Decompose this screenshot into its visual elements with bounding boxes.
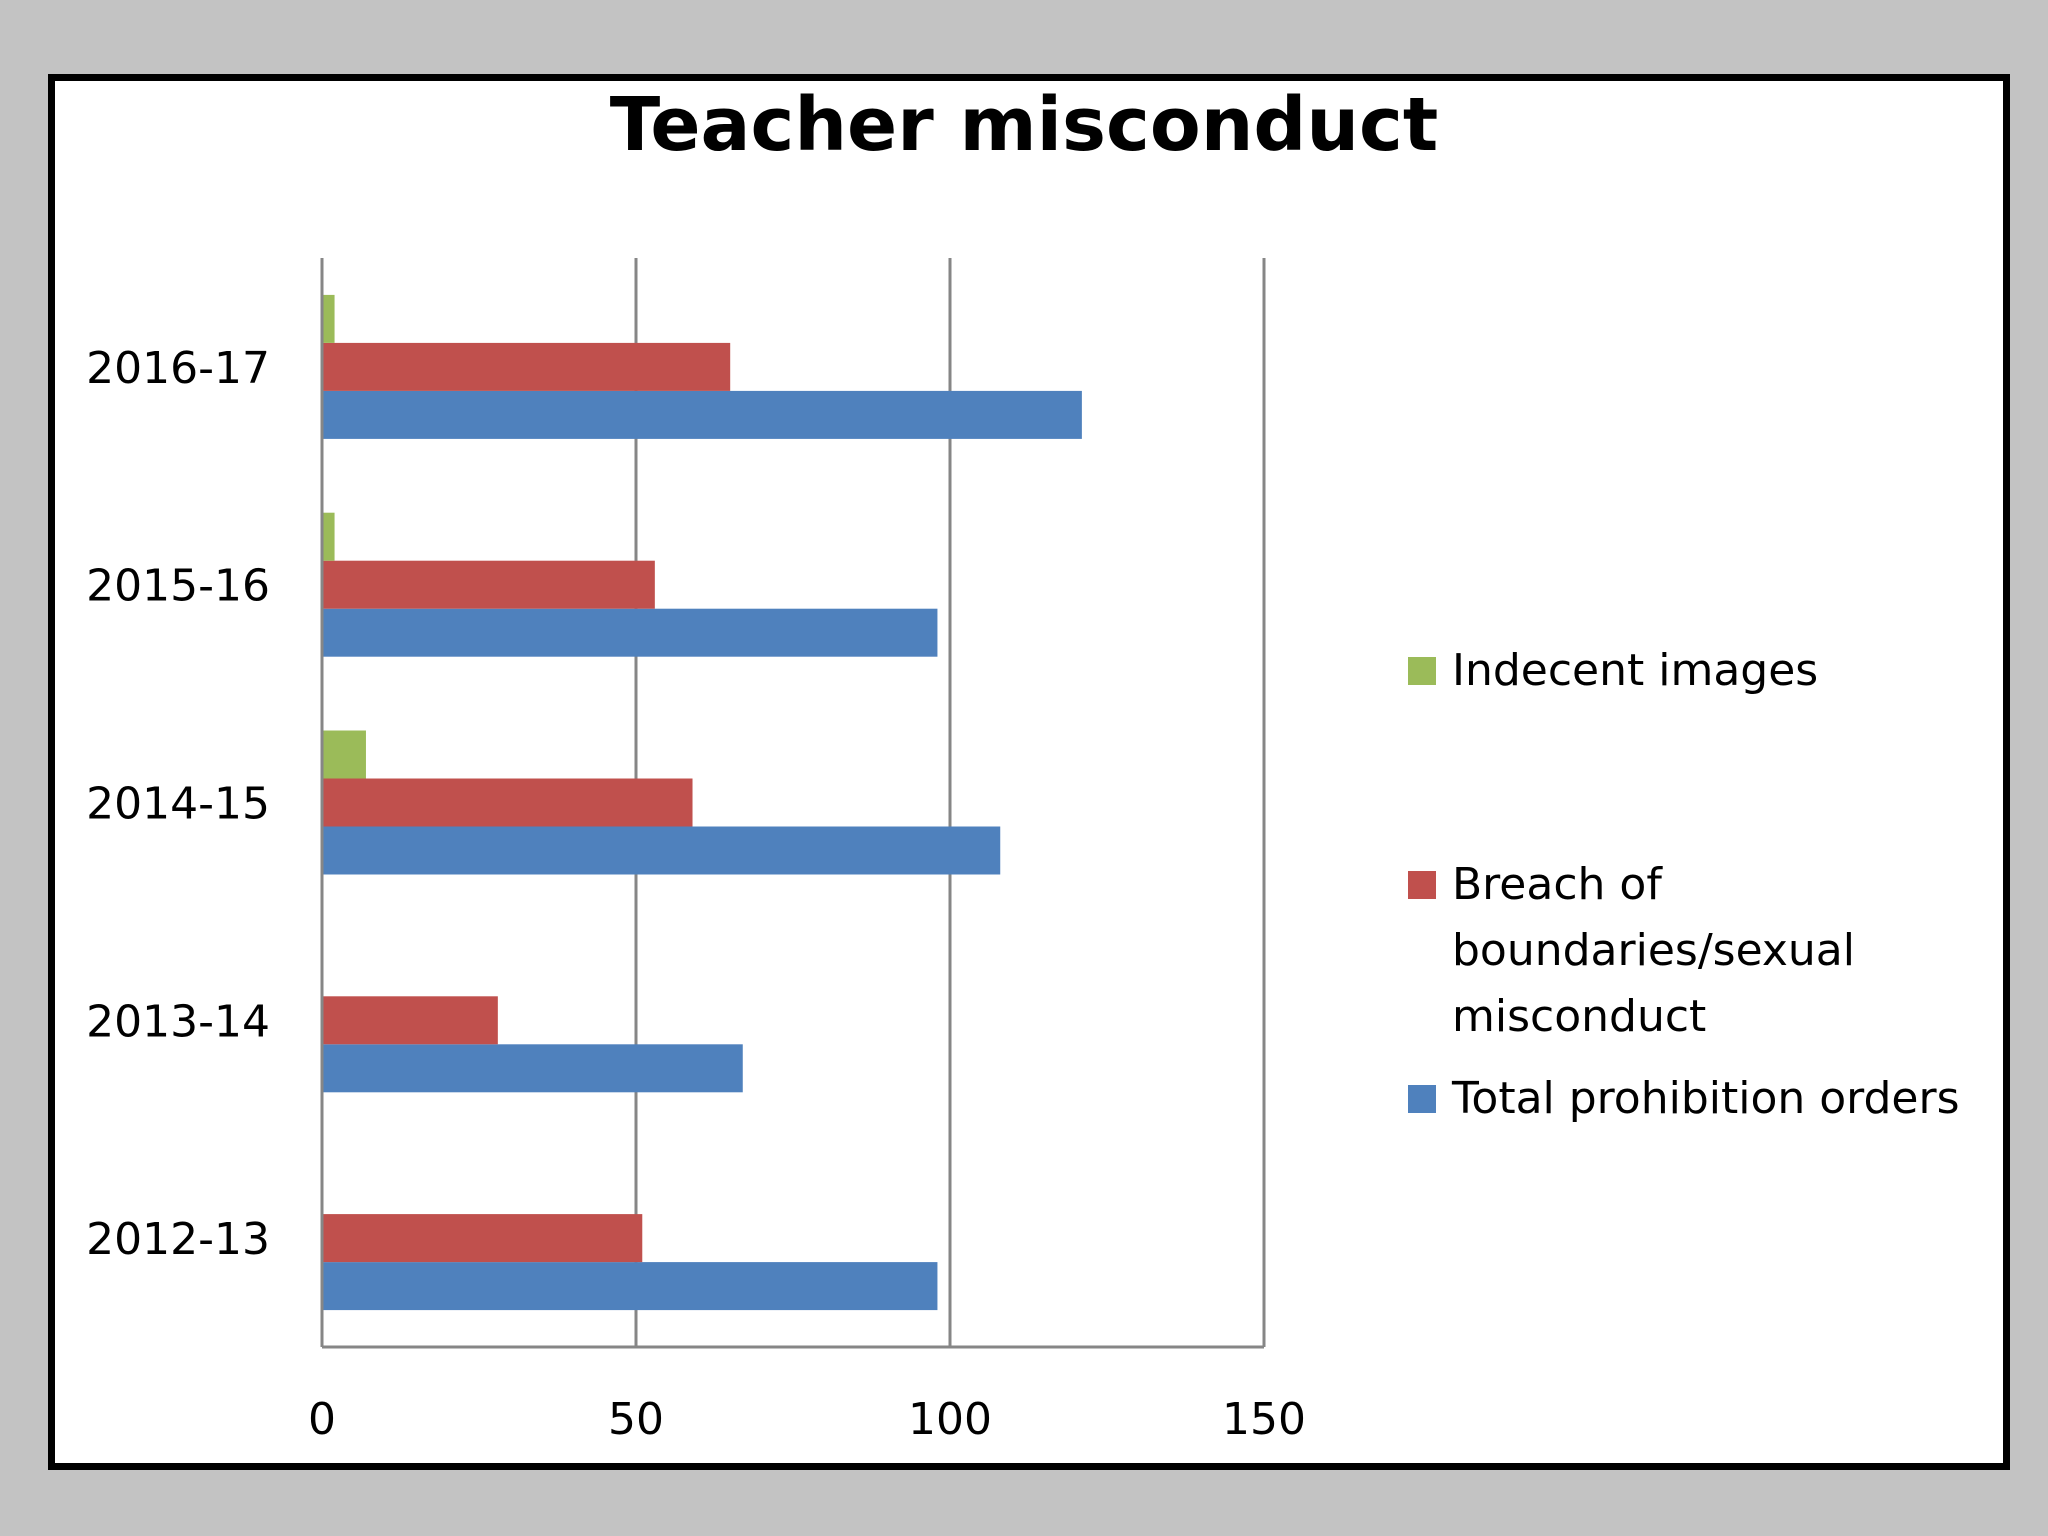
y-tick-label: 2014-15	[86, 779, 270, 830]
bars	[322, 294, 1082, 1311]
legend-label: boundaries/sexual	[1452, 925, 1855, 976]
legend-swatch	[1408, 1085, 1436, 1113]
x-tick-label: 0	[308, 1394, 336, 1445]
y-tick-label: 2012-13	[86, 1214, 270, 1265]
legend-label: misconduct	[1452, 991, 1707, 1042]
bar-2014-15-series-2	[322, 730, 366, 779]
bar-2014-15-series-1	[322, 778, 693, 827]
bar-2013-14-series-0	[322, 1044, 743, 1093]
bar-2013-14-series-1	[322, 996, 498, 1045]
legend-label: Breach of	[1452, 859, 1662, 910]
axes	[320, 258, 1264, 1349]
x-tick-label: 100	[908, 1394, 992, 1445]
legend-swatch	[1408, 657, 1436, 685]
legend-swatch	[1408, 871, 1436, 899]
bar-2015-16-series-1	[322, 560, 655, 609]
bar-2016-17-series-2	[322, 294, 335, 343]
y-tick-label: 2013-14	[86, 996, 270, 1047]
x-tick-label: 50	[608, 1394, 664, 1445]
legend-label: Total prohibition orders	[1452, 1073, 1960, 1124]
bar-2012-13-series-1	[322, 1214, 643, 1263]
x-tick-label: 150	[1222, 1394, 1306, 1445]
bar-2014-15-series-0	[322, 826, 1001, 875]
legend-label: Indecent images	[1452, 645, 1819, 696]
bar-2015-16-series-2	[322, 512, 335, 561]
bar-2016-17-series-1	[322, 342, 731, 391]
bar-2015-16-series-0	[322, 608, 938, 657]
tick-labels: 0 50 100 150 2012-13 2013-14 2014-15 2015-16 201…	[86, 343, 1306, 1445]
chart-title: Teacher misconduct	[609, 82, 1439, 168]
bar-2012-13-series-0	[322, 1262, 938, 1311]
y-tick-label: 2015-16	[86, 561, 270, 612]
y-tick-label: 2016-17	[86, 343, 270, 394]
bar-2016-17-series-0	[322, 390, 1082, 439]
